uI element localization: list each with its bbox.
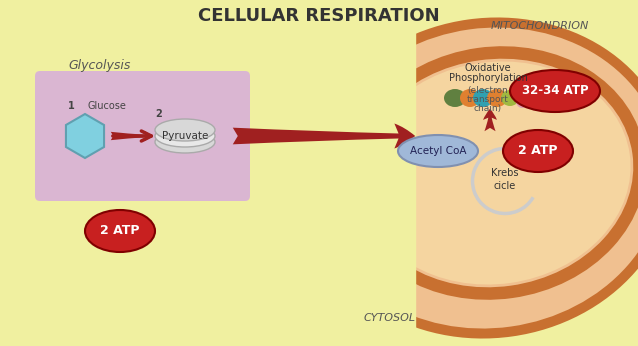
Ellipse shape — [398, 135, 478, 167]
Text: Glucose: Glucose — [87, 101, 126, 111]
Ellipse shape — [487, 89, 507, 107]
Ellipse shape — [460, 89, 480, 107]
Text: 2 ATP: 2 ATP — [518, 145, 558, 157]
Text: 2 ATP: 2 ATP — [100, 225, 140, 237]
Ellipse shape — [155, 131, 215, 153]
Ellipse shape — [444, 89, 466, 107]
Text: Glycolysis: Glycolysis — [69, 60, 131, 73]
Text: Oxidative: Oxidative — [464, 63, 511, 73]
Text: Acetyl CoA: Acetyl CoA — [410, 146, 466, 156]
Text: CYTOSOL: CYTOSOL — [364, 313, 416, 323]
Text: Krebs: Krebs — [491, 168, 519, 178]
Ellipse shape — [515, 88, 529, 108]
Text: transport: transport — [467, 95, 509, 104]
Ellipse shape — [155, 125, 215, 147]
Ellipse shape — [503, 130, 573, 172]
Text: 2: 2 — [156, 109, 163, 119]
Ellipse shape — [85, 210, 155, 252]
Ellipse shape — [359, 62, 630, 284]
Ellipse shape — [510, 70, 600, 112]
Text: Phosphorylation: Phosphorylation — [449, 73, 528, 83]
Text: cicle: cicle — [494, 181, 516, 191]
Ellipse shape — [473, 89, 493, 107]
Text: (electron: (electron — [468, 86, 508, 95]
Text: CELLULAR RESPIRATION: CELLULAR RESPIRATION — [198, 7, 440, 25]
Ellipse shape — [315, 27, 638, 328]
Polygon shape — [0, 0, 415, 346]
Text: 32-34 ATP: 32-34 ATP — [522, 84, 588, 98]
Text: 1: 1 — [68, 101, 75, 111]
Text: MITOCHONDRION: MITOCHONDRION — [491, 21, 589, 31]
Text: Pyruvate: Pyruvate — [162, 131, 208, 141]
Text: chain): chain) — [474, 104, 502, 113]
Ellipse shape — [306, 18, 638, 338]
Ellipse shape — [501, 90, 519, 106]
Ellipse shape — [155, 119, 215, 141]
FancyBboxPatch shape — [35, 71, 250, 201]
